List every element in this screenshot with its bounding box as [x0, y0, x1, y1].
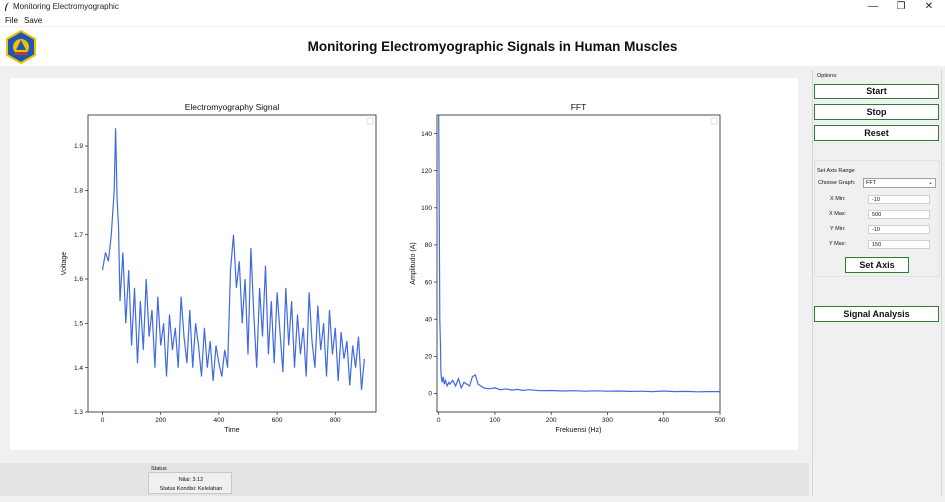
logo-icon [6, 30, 36, 64]
y-tick-label: 1.6 [74, 276, 83, 283]
y-tick-label: 40 [425, 316, 433, 323]
start-button[interactable]: Start [814, 84, 939, 99]
page-title: Monitoring Electromyographic Signals in … [307, 39, 678, 54]
ymin-input[interactable] [868, 225, 930, 234]
x-tick-label: 0 [101, 417, 105, 424]
app-header: Monitoring Electromyographic Signals in … [0, 27, 945, 66]
axis-range-label: Set Axis Range [817, 168, 855, 174]
reset-button[interactable]: Reset [814, 125, 939, 141]
x-tick-label: 0 [437, 417, 441, 424]
xmin-label: X Min: [830, 196, 846, 202]
y-axis-label: Voltage [61, 252, 68, 275]
y-tick-label: 100 [421, 205, 432, 212]
x-tick-label: 400 [213, 417, 224, 424]
x-axis-label: Frekuensi (Hz) [556, 427, 602, 434]
y-tick-label: 120 [421, 168, 432, 175]
x-tick-label: 200 [546, 417, 557, 424]
stop-button[interactable]: Stop [814, 104, 939, 120]
x-tick-label: 400 [658, 417, 669, 424]
status-kondisi: Status Kondisi: Kelelahan [159, 486, 223, 492]
status-box: Nilai: 3.12 Status Kondisi: Kelelahan [148, 472, 232, 494]
y-tick-label: 1.4 [74, 365, 83, 372]
y-tick-label: 60 [425, 279, 433, 286]
y-tick-label: 0 [428, 391, 432, 398]
chart-title: Electromyography Signal [185, 102, 280, 112]
y-tick-label: 1.9 [74, 143, 83, 150]
y-tick-label: 20 [425, 354, 433, 361]
legend-box [366, 117, 374, 125]
x-tick-label: 100 [490, 417, 501, 424]
x-tick-label: 300 [602, 417, 613, 424]
signal-analysis-button[interactable]: Signal Analysis [814, 306, 939, 322]
menu-bar: File Save [0, 14, 945, 26]
status-bar [0, 463, 809, 496]
choose-graph-value: FFT [866, 180, 877, 186]
plot-area: Electromyography Signal 0 200 400 600 800 1.3 1… [10, 78, 798, 450]
xmax-input[interactable] [868, 210, 930, 219]
xmin-input[interactable] [868, 195, 930, 204]
ymin-label: Y Min: [830, 226, 846, 232]
series-line [438, 115, 720, 393]
options-label: Options: [817, 73, 838, 79]
xmax-label: X Max: [829, 211, 847, 217]
y-tick-label: 1.8 [74, 188, 83, 195]
y-tick-label: 1.7 [74, 232, 83, 239]
status-title: Status [151, 466, 167, 472]
y-tick-label: 140 [421, 131, 432, 138]
chart-title: FFT [571, 102, 587, 112]
status-nilai: Nilai: 3.12 [178, 477, 204, 483]
x-tick-label: 600 [272, 417, 283, 424]
chart-frame [436, 114, 721, 413]
minimize-button[interactable]: — [868, 1, 878, 12]
choose-graph-label: Choose Graph: [818, 180, 856, 186]
y-tick-label: 1.5 [74, 321, 83, 328]
y-tick-label: 80 [425, 242, 433, 249]
chevron-down-icon: ⌄ [927, 180, 933, 186]
x-tick-label: 500 [715, 417, 726, 424]
window-title: Monitoring Electromyographic [13, 2, 119, 11]
legend-box [710, 117, 718, 125]
series-line [101, 128, 365, 390]
ymax-label: Y Max: [829, 241, 847, 247]
close-button[interactable]: ✕ [924, 1, 934, 12]
menu-file[interactable]: File [5, 16, 18, 25]
ymax-input[interactable] [868, 240, 930, 249]
x-tick-label: 200 [155, 417, 166, 424]
options-panel [812, 70, 942, 496]
menu-save[interactable]: Save [24, 16, 43, 25]
x-tick-label: 800 [330, 417, 341, 424]
maximize-button[interactable]: ❐ [896, 1, 906, 12]
window-titlebar: Monitoring Electromyographic — ❐ ✕ [0, 0, 945, 14]
y-tick-label: 1.3 [74, 409, 83, 416]
choose-graph-select[interactable]: FFT ⌄ [863, 178, 936, 188]
x-axis-label: Time [224, 427, 239, 434]
feather-icon [5, 2, 9, 11]
set-axis-button[interactable]: Set Axis [845, 257, 909, 273]
chart-frame [87, 114, 377, 413]
y-axis-label: Amplitudo (A) [410, 242, 417, 284]
